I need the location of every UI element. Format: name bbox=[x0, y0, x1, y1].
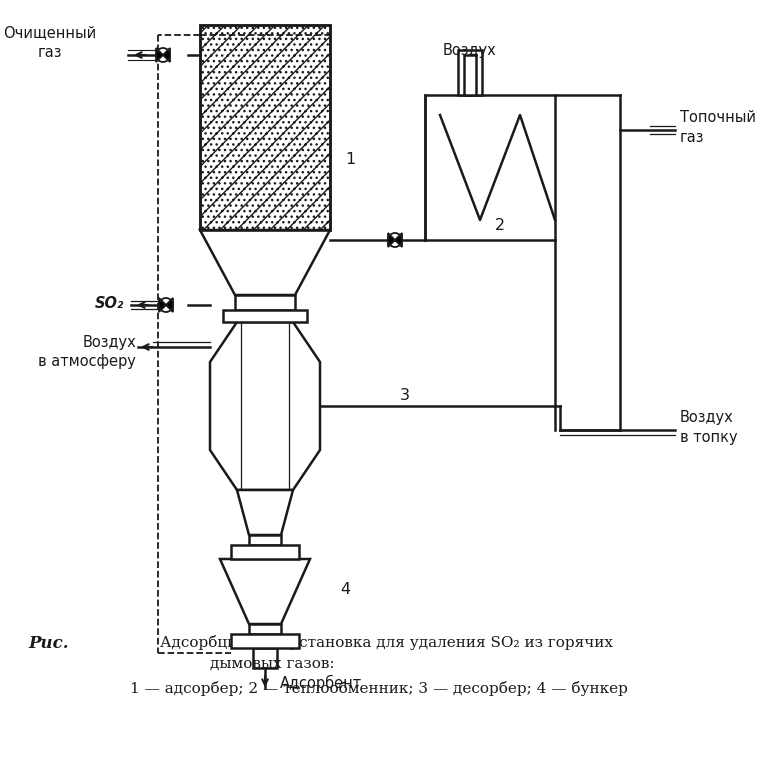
Text: 3: 3 bbox=[400, 389, 410, 403]
Text: Адсорбент: Адсорбент bbox=[280, 675, 362, 691]
Polygon shape bbox=[395, 233, 402, 247]
Bar bbox=[458, 50, 482, 95]
Text: Адсорбционная установка для удаления SO₂ из горячих: Адсорбционная установка для удаления SO₂… bbox=[160, 635, 613, 650]
Text: дымовых газов:: дымовых газов: bbox=[210, 657, 335, 671]
Bar bbox=[425, 95, 555, 240]
Polygon shape bbox=[163, 48, 170, 62]
Bar bbox=[200, 25, 330, 230]
Text: Воздух: Воздух bbox=[443, 43, 497, 58]
Polygon shape bbox=[159, 298, 166, 312]
Text: Воздух
в топку: Воздух в топку bbox=[680, 410, 738, 445]
Bar bbox=[231, 545, 299, 559]
Polygon shape bbox=[237, 490, 293, 535]
Bar bbox=[253, 648, 277, 668]
Text: Рис.: Рис. bbox=[28, 635, 68, 652]
Text: Очищенный
газ: Очищенный газ bbox=[3, 25, 97, 60]
Bar bbox=[200, 25, 330, 230]
Bar bbox=[231, 634, 299, 648]
Polygon shape bbox=[156, 48, 163, 62]
Text: 2: 2 bbox=[495, 217, 505, 233]
Bar bbox=[235, 295, 295, 310]
Text: Воздух
в атмосферу: Воздух в атмосферу bbox=[38, 335, 136, 369]
Bar bbox=[249, 535, 281, 545]
Polygon shape bbox=[220, 559, 310, 624]
Bar bbox=[223, 310, 307, 322]
Bar bbox=[464, 55, 476, 95]
Text: 1 — адсорбер; 2 — теплообменник; 3 — десорбер; 4 — бункер: 1 — адсорбер; 2 — теплообменник; 3 — дес… bbox=[130, 681, 628, 696]
Text: Топочный
газ: Топочный газ bbox=[680, 110, 756, 145]
Text: 1: 1 bbox=[345, 153, 355, 167]
Polygon shape bbox=[388, 233, 395, 247]
Text: 4: 4 bbox=[340, 581, 350, 597]
Bar bbox=[249, 624, 281, 634]
Polygon shape bbox=[200, 230, 330, 295]
Polygon shape bbox=[166, 298, 173, 312]
Text: SO₂: SO₂ bbox=[95, 295, 124, 311]
Polygon shape bbox=[210, 322, 320, 490]
